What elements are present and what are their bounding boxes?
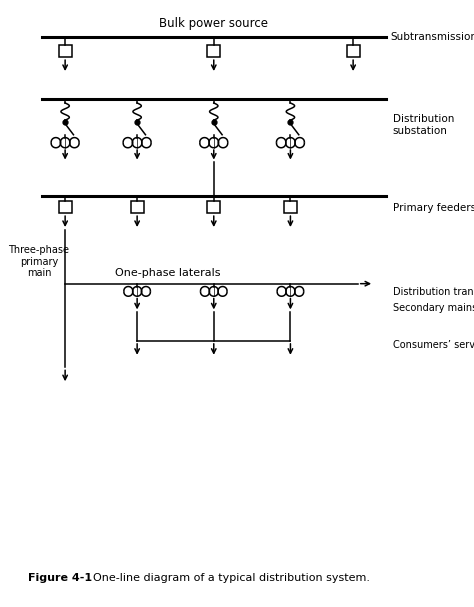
Text: Consumers’ services: Consumers’ services bbox=[392, 341, 474, 350]
Text: Distribution transformers: Distribution transformers bbox=[392, 287, 474, 297]
Text: Distribution
substation: Distribution substation bbox=[392, 114, 454, 136]
Bar bbox=[207, 201, 220, 213]
Text: Three-phase
primary
main: Three-phase primary main bbox=[9, 245, 70, 278]
Bar bbox=[59, 201, 72, 213]
Bar bbox=[59, 45, 72, 57]
Text: Secondary mains: Secondary mains bbox=[392, 303, 474, 313]
Bar bbox=[131, 201, 144, 213]
Text: One-line diagram of a typical distribution system.: One-line diagram of a typical distributi… bbox=[86, 573, 370, 583]
Bar bbox=[207, 45, 220, 57]
Text: Bulk power source: Bulk power source bbox=[159, 18, 268, 30]
Text: Subtransmission: Subtransmission bbox=[390, 32, 474, 42]
Bar bbox=[284, 201, 297, 213]
Text: Primary feeders: Primary feeders bbox=[392, 203, 474, 213]
Text: One-phase laterals: One-phase laterals bbox=[115, 268, 220, 279]
Bar bbox=[346, 45, 360, 57]
Text: Figure 4-1: Figure 4-1 bbox=[28, 573, 92, 583]
